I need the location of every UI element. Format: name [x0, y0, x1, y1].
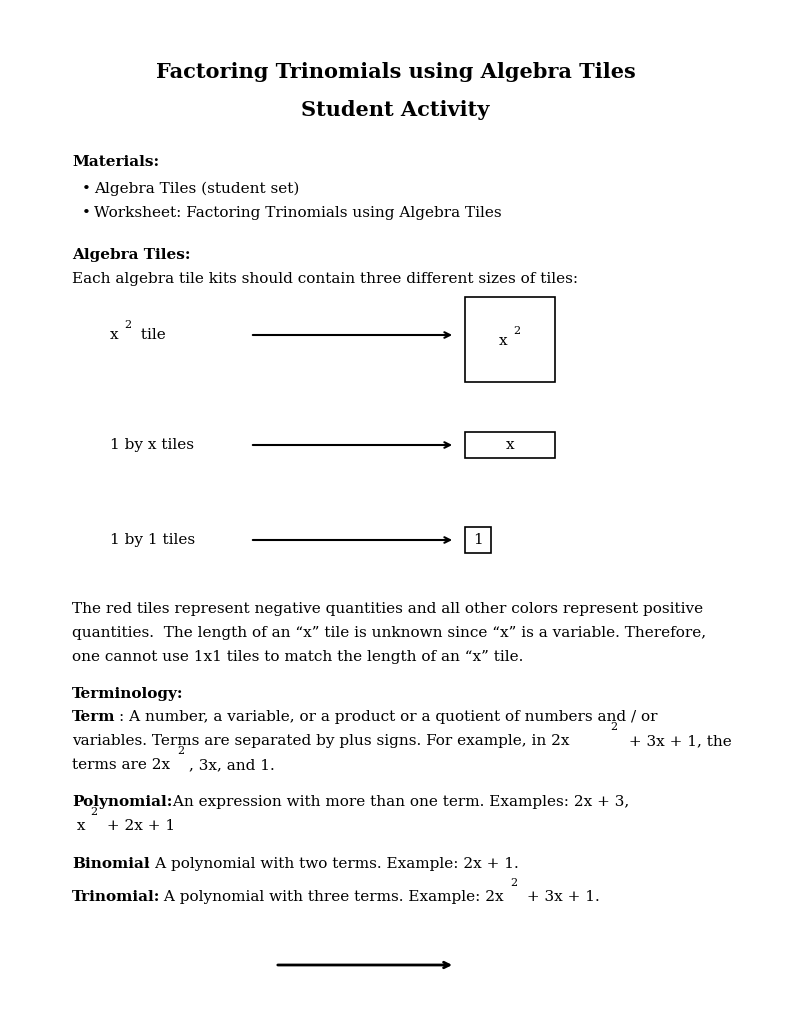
Text: Polynomial:: Polynomial: [72, 795, 172, 809]
Text: Algebra Tiles (student set): Algebra Tiles (student set) [94, 182, 299, 197]
Text: 2: 2 [610, 722, 617, 732]
Text: variables. Terms are separated by plus signs. For example, in 2x: variables. Terms are separated by plus s… [72, 734, 570, 748]
Text: x: x [499, 334, 508, 348]
Text: Each algebra tile kits should contain three different sizes of tiles:: Each algebra tile kits should contain th… [72, 272, 578, 286]
Text: Student Activity: Student Activity [301, 100, 490, 120]
Text: The red tiles represent negative quantities and all other colors represent posit: The red tiles represent negative quantit… [72, 602, 703, 616]
Text: 2: 2 [124, 319, 131, 330]
Text: 1 by 1 tiles: 1 by 1 tiles [110, 534, 195, 547]
Text: Algebra Tiles:: Algebra Tiles: [72, 248, 191, 262]
Text: : A number, a variable, or a product or a quotient of numbers and / or: : A number, a variable, or a product or … [119, 710, 657, 724]
Text: Materials:: Materials: [72, 155, 159, 169]
Bar [465, 432, 555, 458]
Text: + 2x + 1: + 2x + 1 [102, 819, 175, 833]
Text: 1 by x tiles: 1 by x tiles [110, 438, 194, 452]
Text: + 3x + 1.: + 3x + 1. [522, 890, 600, 904]
Bar [465, 297, 555, 382]
Text: , 3x, and 1.: , 3x, and 1. [189, 758, 274, 772]
Text: x: x [110, 328, 119, 342]
Text: Terminology:: Terminology: [72, 687, 184, 701]
Text: Factoring Trinomials using Algebra Tiles: Factoring Trinomials using Algebra Tiles [156, 62, 635, 82]
Text: : A polynomial with two terms. Example: 2x + 1.: : A polynomial with two terms. Example: … [145, 857, 519, 871]
Text: 2: 2 [90, 807, 97, 817]
Text: one cannot use 1x1 tiles to match the length of an “x” tile.: one cannot use 1x1 tiles to match the le… [72, 650, 524, 664]
Text: An expression with more than one term. Examples: 2x + 3,: An expression with more than one term. E… [168, 795, 630, 809]
Text: •: • [82, 206, 91, 220]
Text: Term: Term [72, 710, 115, 724]
Text: •: • [82, 182, 91, 196]
Text: 2: 2 [513, 326, 520, 336]
Text: 1: 1 [473, 534, 483, 547]
Text: Trinomial:: Trinomial: [72, 890, 161, 904]
Text: quantities.  The length of an “x” tile is unknown since “x” is a variable. There: quantities. The length of an “x” tile is… [72, 626, 706, 640]
Bar [465, 527, 491, 553]
Text: x: x [505, 438, 514, 452]
Text: tile: tile [136, 328, 166, 342]
Text: Worksheet: Factoring Trinomials using Algebra Tiles: Worksheet: Factoring Trinomials using Al… [94, 206, 501, 220]
Text: + 3x + 1, the: + 3x + 1, the [624, 734, 732, 748]
Text: 2: 2 [177, 746, 184, 756]
Text: 2: 2 [510, 878, 517, 888]
Text: terms are 2x: terms are 2x [72, 758, 170, 772]
Text: A polynomial with three terms. Example: 2x: A polynomial with three terms. Example: … [159, 890, 504, 904]
Text: x: x [72, 819, 85, 833]
Text: Binomial: Binomial [72, 857, 149, 871]
